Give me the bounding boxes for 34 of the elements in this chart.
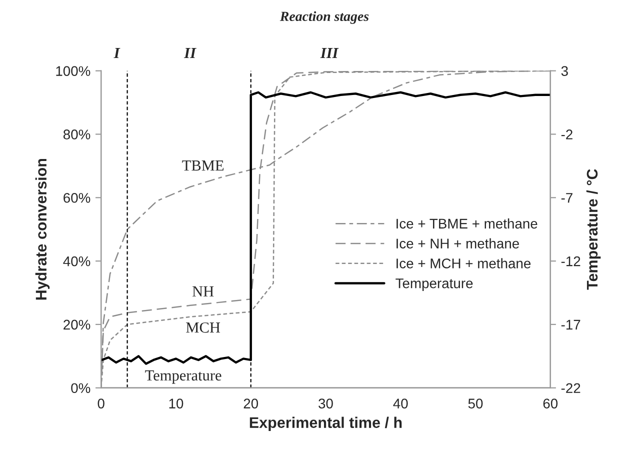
x-axis-title: Experimental time / h: [250, 416, 402, 432]
y-axis-title: Hydrate conversion: [35, 158, 50, 300]
y2-tick-label: -17: [561, 320, 580, 330]
y2-tick-label: -22: [561, 383, 580, 393]
legend-label: Ice + MCH + methane: [396, 258, 531, 268]
y2-tick-label: -7: [561, 193, 572, 203]
y2-axis-title: Temperature / °C: [586, 169, 601, 290]
y-tick-label: 100%: [56, 66, 90, 76]
legend-label: Temperature: [396, 278, 473, 292]
x-tick-label: 30: [318, 398, 333, 408]
y-tick-label: 60%: [64, 192, 90, 203]
annotation: Temperature: [145, 370, 222, 384]
chart-title: Reaction stages: [280, 11, 369, 24]
y-tick-label: 80%: [63, 130, 90, 140]
y-tick-label: 20%: [64, 320, 90, 330]
x-tick-label: 20: [244, 398, 258, 408]
y2-tick-label: -2: [561, 130, 572, 140]
x-tick-label: 10: [169, 398, 184, 408]
legend-label: Ice + TBME + methane: [396, 218, 538, 229]
y2-tick-label: -12: [561, 256, 580, 266]
annotation: MCH: [186, 322, 220, 333]
x-tick-label: 0: [98, 398, 104, 408]
x-tick-label: 60: [543, 398, 558, 408]
x-tick-label: 50: [468, 398, 483, 408]
text: III: [320, 48, 339, 58]
y2-tick-label: 3: [561, 66, 568, 76]
y-tick-label: 40%: [63, 256, 90, 266]
text: I: [114, 48, 120, 58]
text: II: [184, 48, 196, 58]
y-tick-label: 0%: [71, 383, 90, 394]
x-tick-label: 40: [393, 398, 408, 408]
annotation: TBME: [182, 160, 224, 171]
annotation: NH: [192, 286, 214, 296]
legend-label: Ice + NH + methane: [396, 238, 519, 248]
